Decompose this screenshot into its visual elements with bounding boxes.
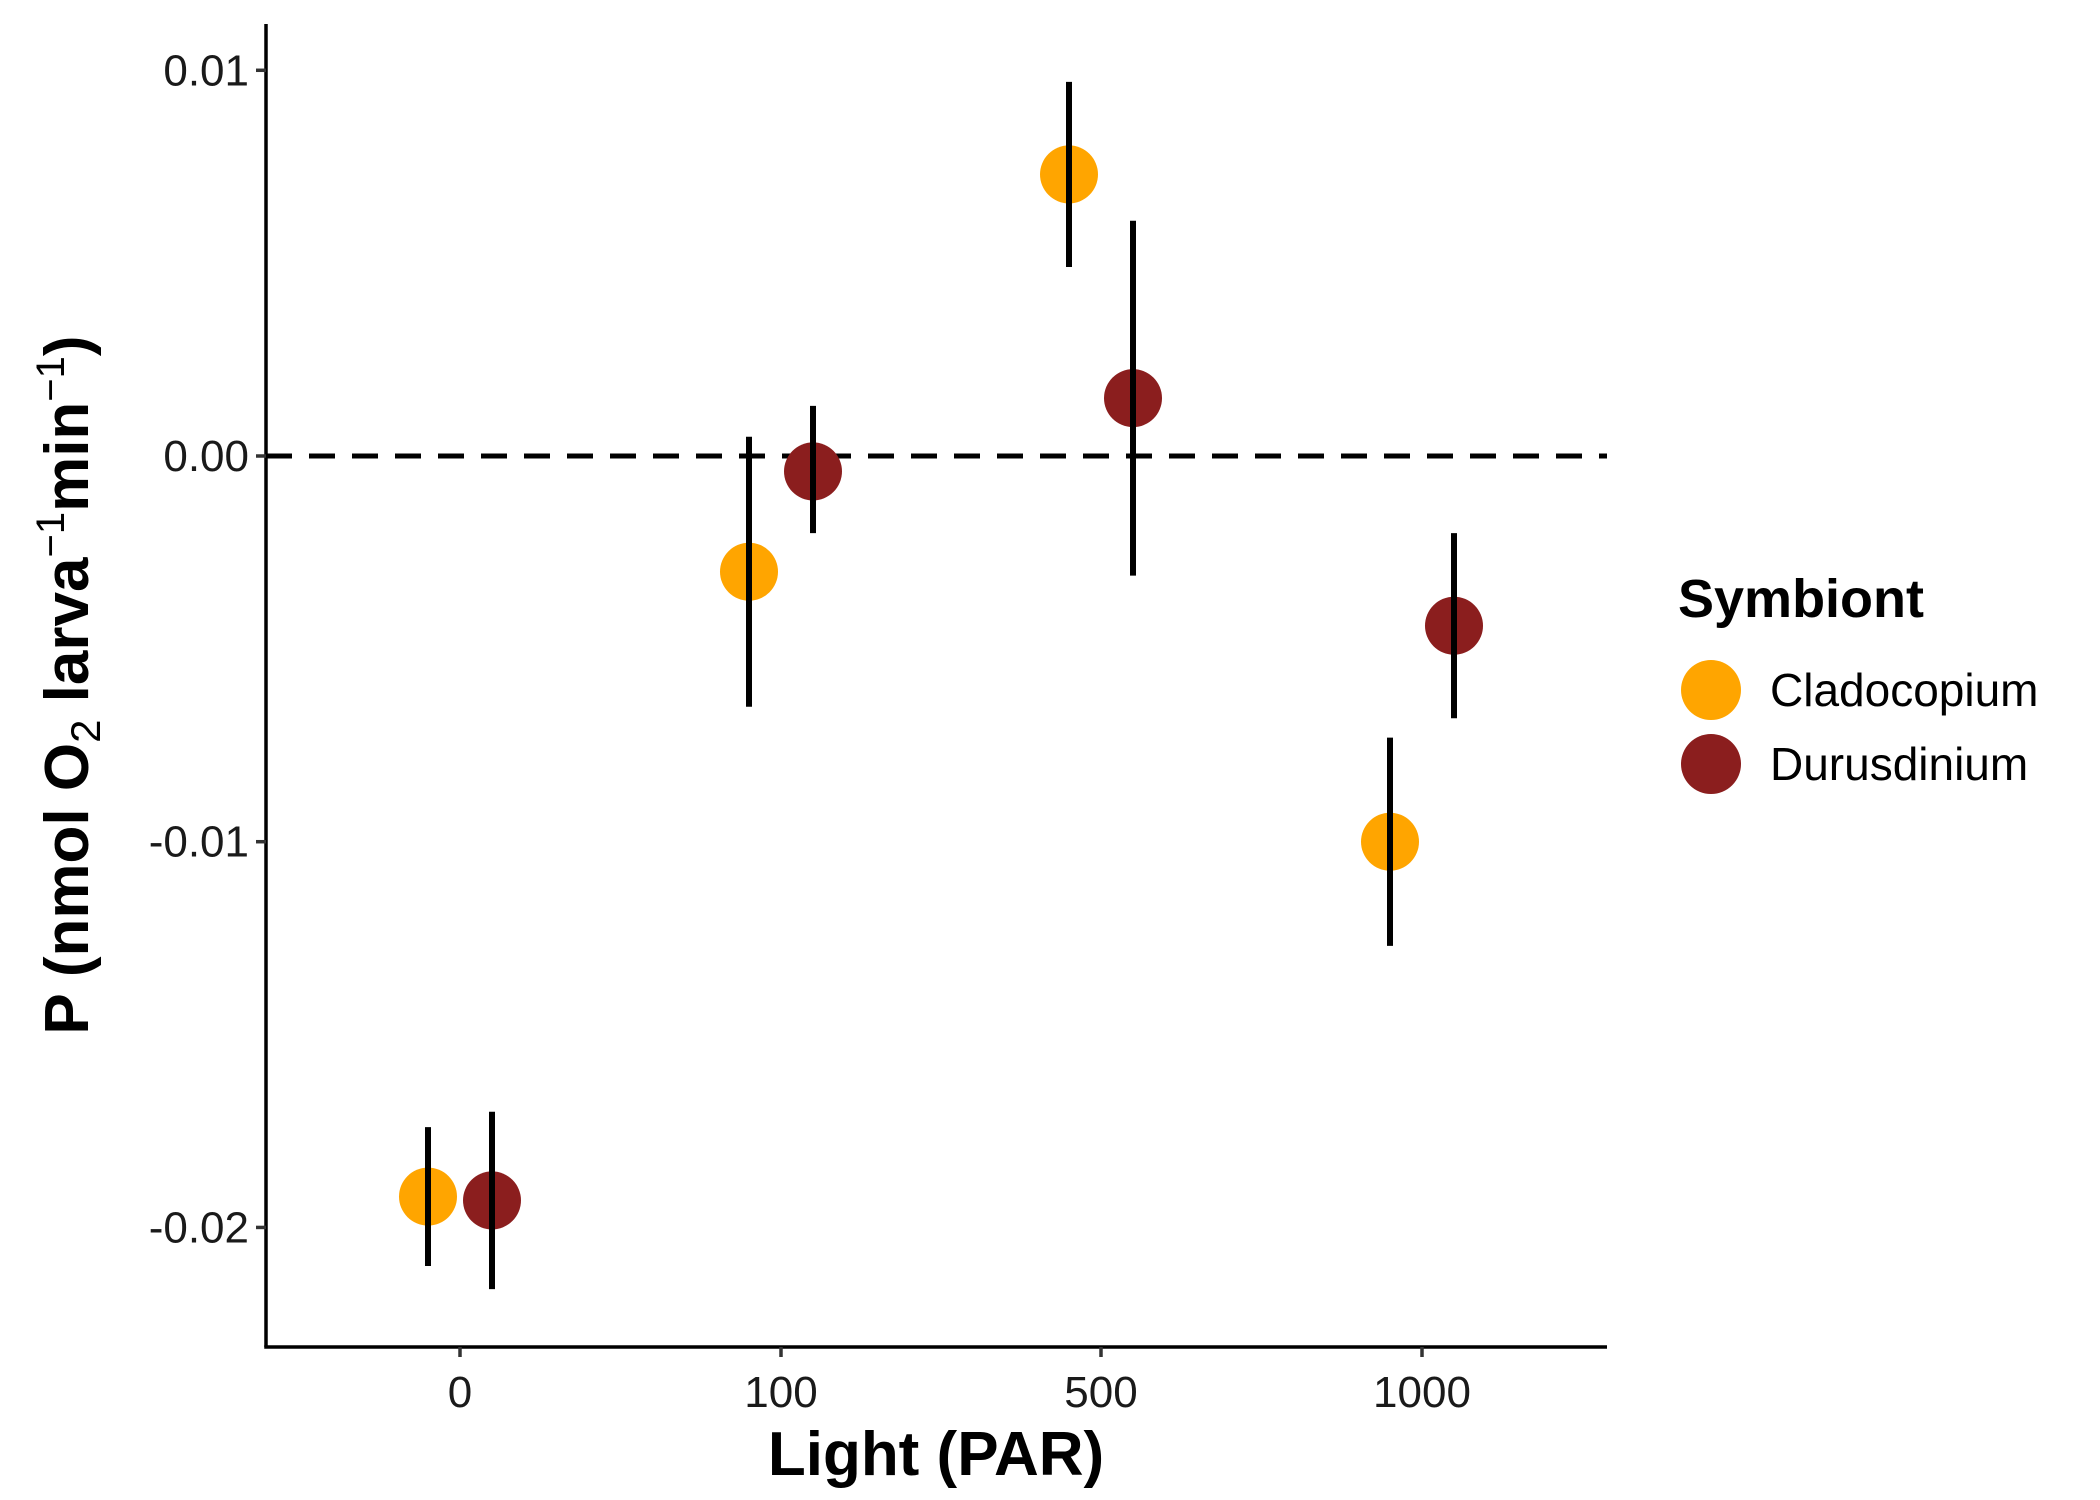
x-tick-label: 500: [1064, 1368, 1137, 1417]
x-ticks: 0 100 500 1000: [448, 1347, 1471, 1417]
y-axis-title-main: P (nmol O: [33, 743, 102, 1035]
y-tick-label: 0.00: [163, 432, 249, 481]
x-tick-label: 100: [744, 1368, 817, 1417]
legend-label-cladocopium: Cladocopium: [1770, 664, 2038, 716]
axes: [264, 24, 1607, 1349]
series-durusdinium: [463, 220, 1483, 1290]
y-axis-title-mid1: larva: [33, 557, 102, 720]
legend-key-durusdinium: [1681, 734, 1741, 794]
y-axis-title-superscript-2: −1: [29, 356, 73, 402]
y-tick-label: -0.02: [149, 1203, 249, 1252]
data-marks: [399, 81, 1483, 1290]
x-axis-title: Light (PAR): [768, 1420, 1104, 1489]
y-tick-label: -0.01: [149, 818, 249, 867]
y-tick-label: 0.01: [163, 46, 249, 95]
y-axis-title-superscript-1: −1: [29, 512, 73, 558]
series-cladocopium: [399, 81, 1419, 1266]
legend: Symbiont Cladocopium Durusdinium: [1678, 569, 2038, 794]
x-tick-label: 1000: [1373, 1368, 1471, 1417]
y-ticks: 0.01 0.00 -0.01 -0.02: [149, 46, 266, 1252]
x-tick-label: 0: [448, 1368, 472, 1417]
legend-title: Symbiont: [1678, 569, 1924, 629]
legend-label-durusdinium: Durusdinium: [1770, 738, 2028, 790]
y-axis-title-mid2: min: [33, 402, 102, 512]
y-axis-title-end: ): [33, 335, 102, 356]
y-axis-title-subscript: 2: [62, 720, 109, 743]
y-axis-title: P (nmol O2 larva−1min−1): [29, 335, 109, 1034]
legend-key-cladocopium: [1681, 660, 1741, 720]
